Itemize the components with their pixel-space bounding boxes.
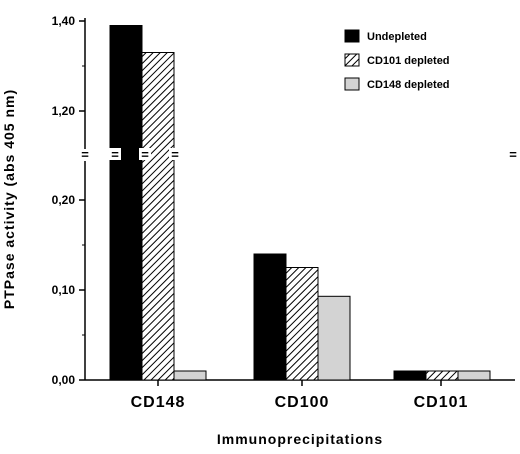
bar-cd100-series-2: [285, 267, 319, 381]
y-tick-label: 1,40: [52, 14, 76, 28]
y-tick-label: 0,10: [52, 283, 76, 297]
break-mask: [109, 148, 121, 160]
legend-swatch: [344, 53, 360, 67]
bar-cd148-series-3: [173, 370, 207, 381]
bar-cd101-series-1: [393, 370, 427, 381]
axis-break-symbol: =: [111, 147, 119, 162]
bars-group: [109, 25, 491, 381]
x-category-label: CD101: [414, 394, 469, 411]
bar-cd101-series-3: [457, 370, 491, 381]
bar-cd100-series-1: [253, 253, 287, 381]
axis-break-symbol: =: [171, 147, 179, 162]
y-axis-title: PTPase activity (abs 405 nm): [1, 89, 17, 309]
y-tick-label: 0,00: [52, 373, 76, 387]
break-mask: [169, 148, 181, 160]
axis-break-symbol: =: [141, 147, 149, 162]
y-tick-label: 1,20: [52, 104, 76, 118]
bar-cd148-series-2: [141, 52, 175, 381]
legend: Undepleted CD101 depleted CD148 depleted: [344, 29, 450, 91]
legend-label: CD101 depleted: [367, 55, 450, 67]
y-ticks-group: 0,00 0,10 0,20 1,20 1,40: [52, 14, 85, 387]
y-tick-label: 0,20: [52, 193, 76, 207]
axis-break-markers: = = = = =: [81, 147, 517, 162]
legend-label: CD148 depleted: [367, 79, 450, 91]
legend-label: Undepleted: [367, 31, 427, 43]
axis-break-symbol: =: [81, 147, 89, 162]
bar-cd101-series-2: [425, 370, 459, 381]
x-axis-title: Immunoprecipitations: [217, 431, 383, 447]
x-categories-group: CD148 CD100 CD101: [131, 380, 469, 411]
x-category-label: CD100: [275, 394, 330, 411]
x-category-label: CD148: [131, 394, 186, 411]
break-mask: [139, 148, 151, 160]
bar-cd148-series-1: [109, 25, 143, 381]
bar-cd100-series-3: [317, 295, 351, 381]
axis-break-symbol: =: [509, 147, 517, 162]
legend-swatch: [344, 77, 360, 91]
legend-swatch: [344, 29, 360, 43]
